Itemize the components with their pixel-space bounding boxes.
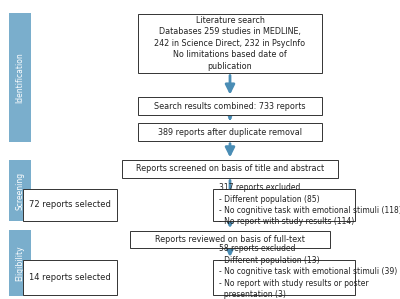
FancyBboxPatch shape xyxy=(138,14,322,73)
Text: Reports screened on basis of title and abstract: Reports screened on basis of title and a… xyxy=(136,164,324,173)
FancyBboxPatch shape xyxy=(213,189,355,221)
FancyBboxPatch shape xyxy=(213,260,355,295)
Text: Literature search
Databases 259 studies in MEDLINE,
242 in Science Direct, 232 i: Literature search Databases 259 studies … xyxy=(154,16,306,71)
FancyBboxPatch shape xyxy=(138,123,322,141)
Text: 58 reports excluded
- Different population (13)
- No cognitive task with emotion: 58 reports excluded - Different populati… xyxy=(218,244,397,299)
FancyBboxPatch shape xyxy=(130,231,330,248)
Text: Screening: Screening xyxy=(15,172,24,210)
FancyBboxPatch shape xyxy=(122,160,338,178)
FancyBboxPatch shape xyxy=(9,230,31,296)
Text: 317 reports excluded
- Different population (85)
- No cognitive task with emotio: 317 reports excluded - Different populat… xyxy=(218,183,400,226)
Text: Identification: Identification xyxy=(15,52,24,103)
Text: 72 reports selected: 72 reports selected xyxy=(29,200,111,209)
Text: Reports reviewed on basis of full-text: Reports reviewed on basis of full-text xyxy=(155,235,305,244)
Text: Search results combined: 733 reports: Search results combined: 733 reports xyxy=(154,102,306,111)
Text: 14 reports selected: 14 reports selected xyxy=(29,273,111,282)
FancyBboxPatch shape xyxy=(23,260,117,295)
Text: 389 reports after duplicate removal: 389 reports after duplicate removal xyxy=(158,128,302,137)
FancyBboxPatch shape xyxy=(9,13,31,142)
FancyBboxPatch shape xyxy=(138,97,322,115)
Text: Eligibility: Eligibility xyxy=(15,245,24,281)
FancyBboxPatch shape xyxy=(23,189,117,221)
FancyBboxPatch shape xyxy=(9,160,31,221)
